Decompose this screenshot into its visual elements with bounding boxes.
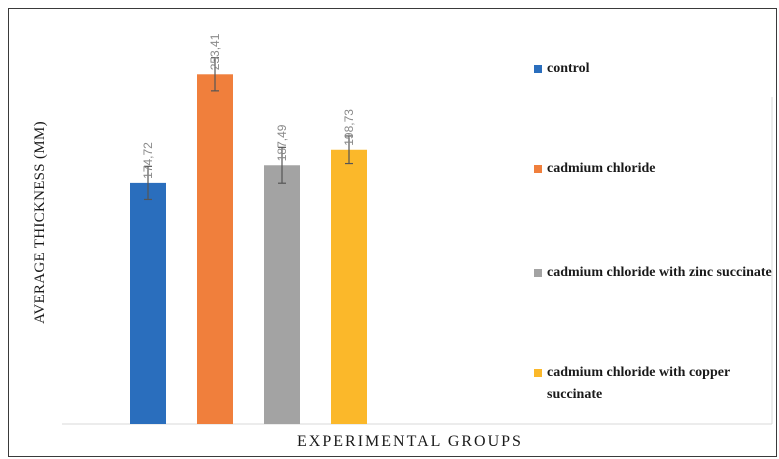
legend-item-cadmium-chloride-with-copper-succinate: cadmium chloride with copper succinate: [532, 362, 777, 406]
legend-item-cadmium-chloride: cadmium chloride: [532, 158, 777, 180]
error-bar-control: [144, 165, 152, 201]
bar-cadmium-chloride-with-zinc-succinate: [264, 165, 300, 424]
bar-cadmium-chloride-with-copper-succinate: [331, 149, 367, 424]
data-label-control: 174,72: [141, 142, 155, 179]
legend-label: control: [547, 61, 590, 76]
error-bar-cadmium-chloride-with-copper-succinate: [345, 135, 353, 165]
legend-item-cadmium-chloride-with-zinc-succinate: cadmium chloride with zinc succinate: [532, 262, 777, 284]
error-bar-cadmium-chloride: [211, 57, 219, 92]
y-axis-label-container: AVERAGE THICKNESS (MM): [20, 92, 60, 352]
legend-swatch: [534, 269, 542, 277]
data-label-cadmium-chloride-with-zinc-succinate: 187,49: [275, 124, 289, 161]
data-label-cadmium-chloride: 253,41: [208, 33, 222, 70]
legend-label: cadmium chloride with zinc succinate: [547, 265, 772, 280]
bar-control: [130, 182, 166, 424]
legend-swatch: [534, 369, 542, 377]
bars-layer: 174,72 253,41 187,49 198,73: [130, 33, 367, 425]
error-bar-cadmium-chloride-with-zinc-succinate: [278, 146, 286, 184]
x-axis-label: EXPERIMENTAL GROUPS: [297, 433, 523, 450]
legend-item-control: control: [532, 58, 777, 80]
legend-swatch: [534, 165, 542, 173]
legend-label: cadmium chloride with copper succinate: [547, 365, 730, 402]
legend-swatch: [534, 65, 542, 73]
legend-label: cadmium chloride: [547, 161, 656, 176]
bar-cadmium-chloride: [197, 74, 233, 425]
data-label-cadmium-chloride-with-copper-succinate: 198,73: [342, 109, 356, 146]
y-axis-label: AVERAGE THICKNESS (MM): [31, 120, 48, 324]
